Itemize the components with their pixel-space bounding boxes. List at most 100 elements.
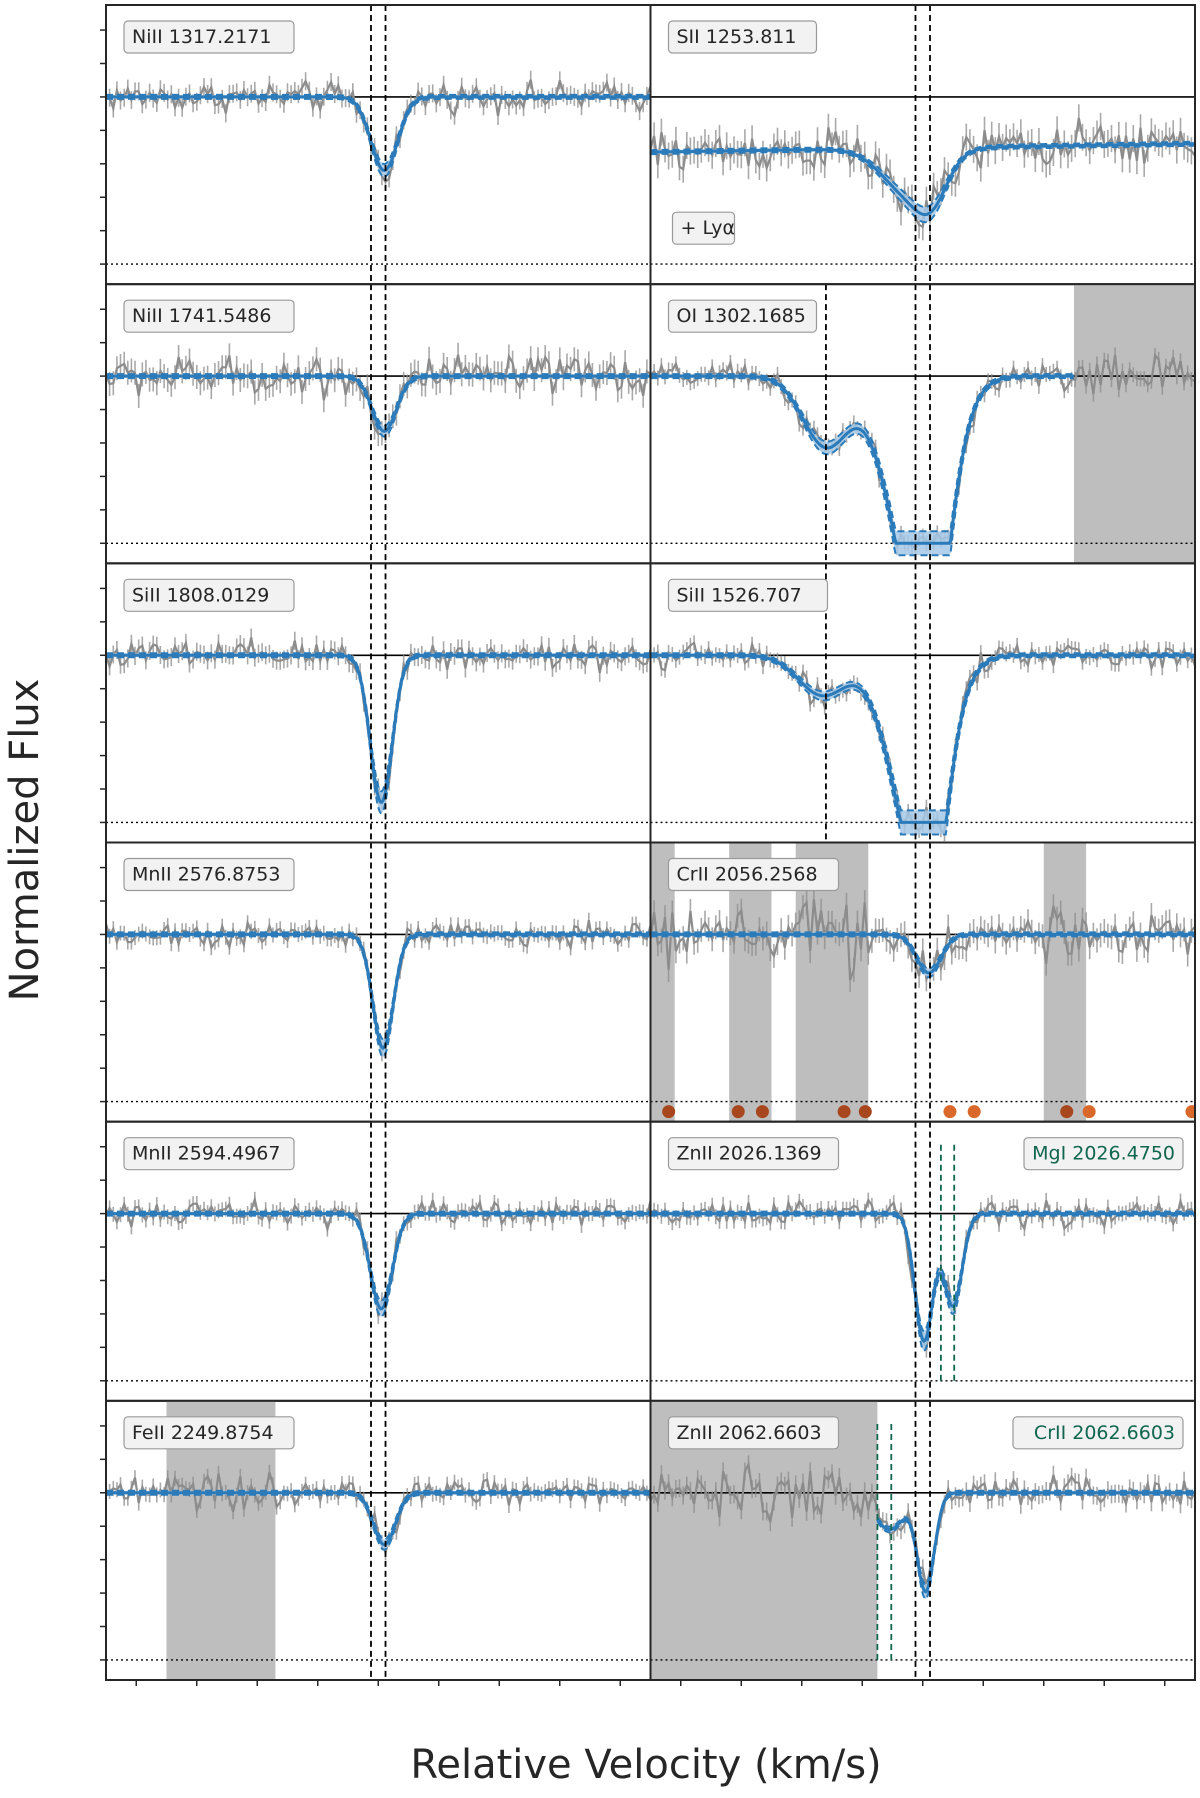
ion-label-box <box>667 857 840 892</box>
fit-lower-bound <box>650 656 1195 836</box>
blend-label: MgI 2026.4750 <box>1032 1143 1175 1165</box>
ion-label: SiII 1526.707 <box>677 584 802 606</box>
fit-line <box>106 374 651 433</box>
panel-plot-area <box>650 1121 1195 1401</box>
ion-label-box <box>667 299 818 333</box>
ion-label-box <box>123 20 295 54</box>
sky-marker-dot <box>943 1105 957 1119</box>
fit-lower-bound <box>106 656 651 814</box>
panel-crii-2056: CrII 2056.2568 <box>649 841 1196 1123</box>
fit-lower-bound <box>650 1214 1195 1353</box>
fit-line <box>106 932 651 1050</box>
panel-mnii-2594: MnII 2594.4967 <box>100 1120 652 1402</box>
fit-line <box>106 653 651 804</box>
fit-line <box>650 142 1195 217</box>
ion-label: NiII 1741.5486 <box>132 305 272 327</box>
fit-upper-bound <box>106 93 651 166</box>
fit-lower-bound <box>106 935 651 1059</box>
panel-sii-1808: SiII 1808.0129 <box>100 562 652 844</box>
panel-plot-area <box>650 5 1195 285</box>
ion-label-box <box>667 578 829 612</box>
ion-label-box <box>123 299 295 333</box>
ly-alpha-label: + Lyα <box>681 217 736 239</box>
fit-upper-bound <box>650 140 1195 209</box>
data-spectrum <box>650 639 1195 837</box>
ion-label-box <box>667 1416 840 1450</box>
panel-sii-1526: SiII 1526.707 <box>649 562 1196 844</box>
ion-label: ZnII 2026.1369 <box>677 1143 822 1165</box>
panel-plot-area <box>650 563 1195 843</box>
fit-lower-bound <box>106 1214 651 1318</box>
sky-marker-dot <box>967 1105 981 1119</box>
fit-line <box>650 653 1195 824</box>
ly-alpha-box <box>671 211 736 245</box>
fit-upper-bound <box>876 1489 1195 1586</box>
fit-lower-bound <box>106 377 651 438</box>
fit-upper-bound <box>650 1210 1195 1333</box>
fit-lower-bound <box>650 377 1074 557</box>
panel-znii-2026: ZnII 2026.1369 MgI 2026.4750 <box>649 1120 1196 1402</box>
ion-label: CrII 2056.2568 <box>677 864 818 886</box>
ion-label: NiII 1317.2171 <box>132 26 272 48</box>
sky-marker-dot <box>837 1105 851 1119</box>
sky-marker-dot <box>662 1105 676 1119</box>
data-error-bars <box>106 70 651 191</box>
ion-label-box <box>667 1137 840 1171</box>
panel-oi-1302: OI 1302.1685 <box>649 283 1196 565</box>
data-spectrum <box>106 637 651 803</box>
ion-label: FeII 2249.8754 <box>132 1422 274 1444</box>
sky-marker-dot <box>755 1105 769 1119</box>
panel-nii-1741: NiII 1741.5486 <box>100 283 652 565</box>
fit-uncertainty-band <box>650 141 1195 223</box>
y-axis-title: Normalized Flux <box>2 679 48 1002</box>
ion-label-box <box>123 578 295 612</box>
panels-layer: NiII 1317.2171 SII 1253.811 + Lyα NiII 1741… <box>100 4 1196 1686</box>
ion-label: MnII 2576.8753 <box>132 864 280 886</box>
fit-line <box>106 1491 651 1547</box>
blend-label-box <box>1012 1416 1184 1450</box>
ion-label: MnII 2594.4967 <box>132 1143 280 1165</box>
fit-uncertainty-band <box>106 1211 651 1317</box>
fit-upper-bound <box>650 373 1074 533</box>
data-error-bars <box>106 342 651 447</box>
fit-line <box>650 374 1074 545</box>
panel-sii-1253: SII 1253.811 + Lyα <box>649 4 1196 286</box>
fit-upper-bound <box>650 931 1195 970</box>
fit-upper-bound <box>106 652 651 793</box>
x-axis-title: Relative Velocity (km/s) <box>410 1742 881 1788</box>
fit-line <box>106 1212 651 1311</box>
fit-lower-bound <box>106 97 651 178</box>
fit-line <box>106 95 651 173</box>
sky-marker-dot <box>731 1105 745 1119</box>
fit-line <box>650 932 1195 975</box>
ion-label: OI 1302.1685 <box>677 305 806 327</box>
fit-line <box>876 1491 1195 1594</box>
sky-marker-dot <box>1185 1105 1195 1119</box>
masked-region <box>1074 284 1195 564</box>
ion-label-box <box>667 20 818 54</box>
panel-plot-area <box>106 563 651 843</box>
ion-label: ZnII 2062.6603 <box>677 1422 822 1444</box>
fit-upper-bound <box>106 1489 651 1541</box>
panel-feii-2249: FeII 2249.8754 <box>100 1399 652 1686</box>
fit-uncertainty-band <box>650 374 1074 556</box>
panel-plot-area <box>106 284 651 564</box>
panel-plot-area <box>106 5 651 285</box>
masked-region <box>1043 842 1087 1122</box>
ion-label: SiII 1808.0129 <box>132 584 269 606</box>
fit-uncertainty-band <box>106 653 651 813</box>
fit-line <box>650 1212 1195 1344</box>
fit-lower-bound <box>106 1493 651 1551</box>
fit-upper-bound <box>650 652 1195 812</box>
sky-marker-dot <box>858 1105 872 1119</box>
panel-znii-2062: ZnII 2062.6603 CrII 2062.6603 <box>649 1399 1196 1686</box>
ion-label-box <box>123 857 295 892</box>
panel-plot-area <box>106 842 651 1122</box>
fit-uncertainty-band <box>650 653 1195 835</box>
fit-lower-bound <box>650 935 1195 979</box>
sky-marker-dot <box>1060 1105 1074 1119</box>
fit-upper-bound <box>106 1210 651 1302</box>
blend-label-box <box>1023 1137 1184 1171</box>
panel-plot-area <box>650 284 1195 564</box>
fit-upper-bound <box>106 931 651 1041</box>
